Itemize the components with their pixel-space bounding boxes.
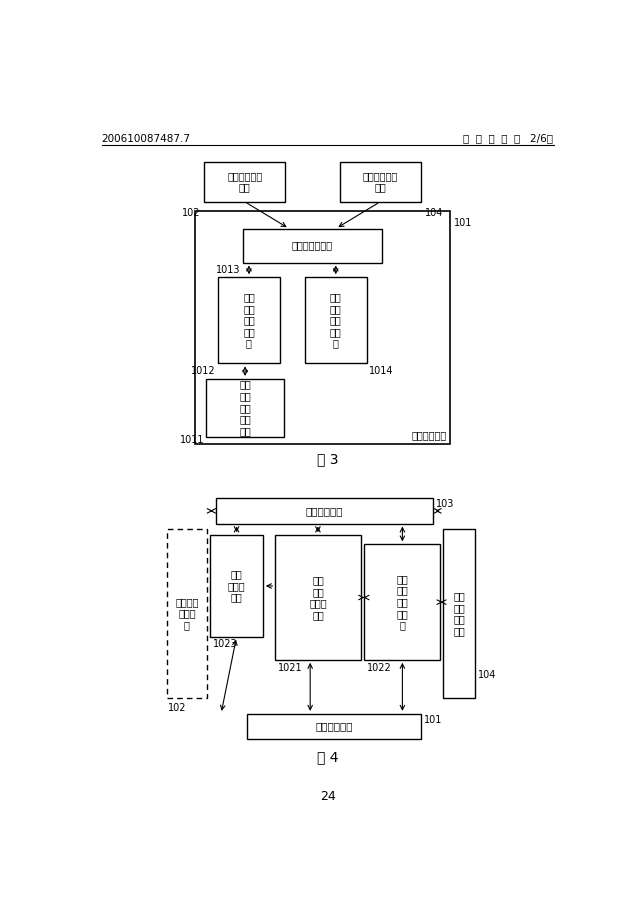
Bar — [206, 379, 284, 436]
Text: 200610087487.7: 200610087487.7 — [102, 134, 191, 144]
Text: 数据处理模块: 数据处理模块 — [412, 430, 447, 440]
Text: 102: 102 — [182, 209, 200, 219]
Text: 1023: 1023 — [212, 640, 237, 650]
Bar — [210, 535, 263, 637]
Bar — [340, 161, 421, 201]
Text: 图 3: 图 3 — [317, 453, 339, 466]
Text: 104: 104 — [478, 670, 497, 681]
Text: 102: 102 — [168, 702, 187, 712]
Bar — [218, 277, 280, 363]
Text: 脚本语言
解析模
块: 脚本语言 解析模 块 — [175, 597, 198, 630]
Text: 用户界面模块: 用户界面模块 — [305, 506, 343, 516]
Text: 数据处理模块: 数据处理模块 — [315, 722, 353, 732]
Text: 数据控制子模块: 数据控制子模块 — [292, 241, 333, 251]
Text: 1013: 1013 — [216, 265, 241, 275]
Text: 1022: 1022 — [367, 662, 392, 672]
Text: 网络
链路
处理
子模
块: 网络 链路 处理 子模 块 — [243, 292, 255, 349]
Bar — [204, 161, 285, 201]
Text: 本地
文件
访问
子模
块: 本地 文件 访问 子模 块 — [330, 292, 342, 349]
Text: 业务
逻辑
处理
模块: 业务 逻辑 处理 模块 — [453, 591, 465, 636]
Bar — [275, 535, 360, 660]
Text: 104: 104 — [425, 209, 444, 219]
Text: 24: 24 — [320, 791, 336, 804]
Text: 1014: 1014 — [369, 366, 394, 376]
Bar — [195, 211, 451, 445]
Text: 业务逻辑处理
模块: 业务逻辑处理 模块 — [363, 171, 398, 192]
Text: 页面
脚本
解析子
模块: 页面 脚本 解析子 模块 — [309, 575, 327, 619]
Text: 图 4: 图 4 — [317, 751, 339, 764]
Text: 说  明  书  附  图   2/6页: 说 明 书 附 图 2/6页 — [463, 134, 553, 144]
Bar — [364, 545, 440, 660]
Bar — [243, 229, 382, 262]
Text: 网络
接入
点选
择子
模块: 网络 接入 点选 择子 模块 — [239, 380, 251, 435]
Text: 1011: 1011 — [179, 435, 204, 445]
Text: 101: 101 — [424, 715, 442, 725]
Text: 103: 103 — [436, 499, 454, 509]
Bar — [246, 714, 421, 739]
Text: 1012: 1012 — [191, 366, 216, 376]
Bar — [167, 529, 207, 699]
Text: 地图
脚本
解析
子模
块: 地图 脚本 解析 子模 块 — [397, 574, 408, 630]
Text: 事件
控制子
模块: 事件 控制子 模块 — [228, 569, 245, 602]
Text: 脚本解析语言
模块: 脚本解析语言 模块 — [227, 171, 262, 192]
Text: 1021: 1021 — [278, 662, 302, 672]
Text: 101: 101 — [454, 218, 472, 228]
Bar — [305, 277, 367, 363]
Bar — [443, 529, 476, 699]
Bar — [216, 498, 433, 524]
